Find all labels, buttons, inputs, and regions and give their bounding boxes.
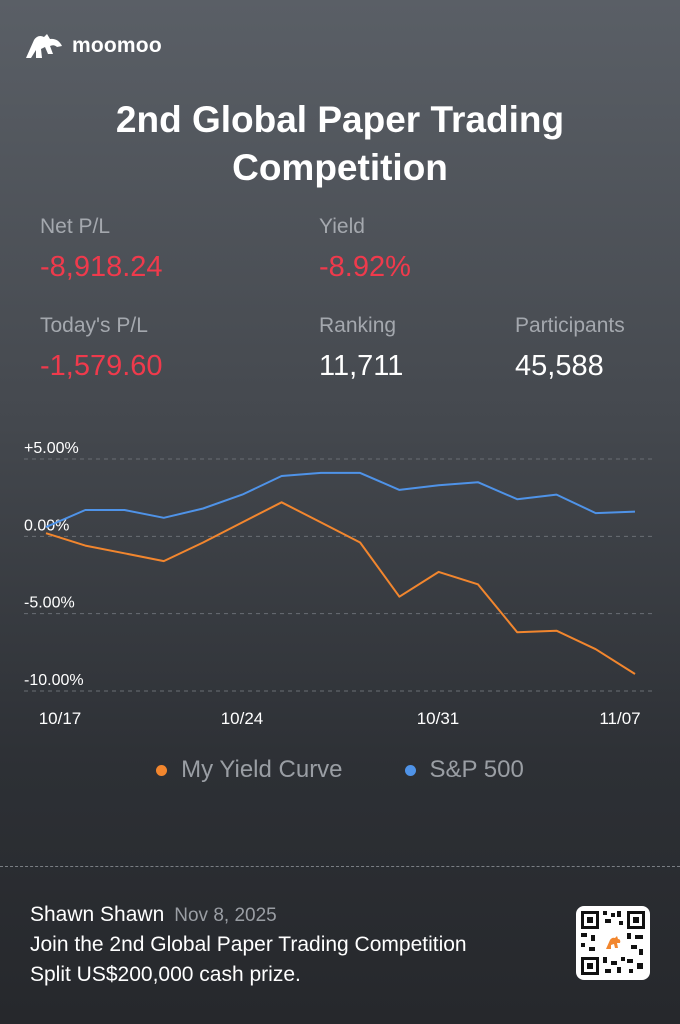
legend-label: S&P 500 bbox=[429, 756, 524, 783]
stat-value: -8,918.24 bbox=[40, 251, 163, 283]
legend-item-my-yield: My Yield Curve bbox=[156, 756, 343, 784]
qr-code-icon bbox=[581, 911, 645, 975]
y-tick-label: -10.00% bbox=[24, 672, 84, 689]
chart-legend: My Yield Curve S&P 500 bbox=[0, 756, 680, 784]
divider bbox=[0, 866, 680, 867]
stat-todays-pl: Today's P/L -1,579.60 bbox=[40, 314, 163, 384]
bull-icon bbox=[26, 34, 62, 58]
stat-label: Ranking bbox=[319, 314, 397, 337]
stat-value: -1,579.60 bbox=[40, 350, 163, 382]
legend-dot bbox=[156, 764, 168, 776]
stat-label: Participants bbox=[515, 314, 625, 337]
series-line bbox=[45, 471, 636, 529]
y-tick-label: +5.00% bbox=[24, 440, 79, 457]
stat-ranking: Ranking 11,711 bbox=[319, 314, 403, 384]
x-tick-label: 10/17 bbox=[39, 709, 82, 728]
qr-code[interactable] bbox=[576, 906, 650, 980]
legend-item-sp500: S&P 500 bbox=[404, 756, 524, 784]
stat-value: -8.92% bbox=[319, 251, 411, 283]
stat-participants: Participants 45,588 bbox=[515, 314, 625, 384]
y-tick-label: -5.00% bbox=[24, 595, 75, 612]
stat-net-pl: Net P/L -8,918.24 bbox=[40, 215, 163, 285]
stat-label: Today's P/L bbox=[40, 314, 148, 337]
stat-yield: Yield -8.92% bbox=[319, 215, 411, 285]
post-date: Nov 8, 2025 bbox=[174, 905, 277, 926]
legend-dot bbox=[404, 764, 416, 776]
stat-value: 11,711 bbox=[319, 350, 404, 382]
x-tick-label: 10/24 bbox=[221, 709, 264, 728]
page-title: 2nd Global Paper Trading Competition bbox=[115, 99, 565, 188]
user-name: Shawn Shawn bbox=[30, 903, 165, 926]
series-line bbox=[45, 501, 636, 675]
x-tick-label: 11/07 bbox=[599, 709, 640, 728]
x-tick-label: 10/31 bbox=[417, 709, 460, 728]
stat-label: Net P/L bbox=[40, 215, 111, 238]
brand-logo: moomoo bbox=[24, 32, 162, 60]
footer-line-1: Join the 2nd Global Paper Trading Compet… bbox=[30, 933, 467, 956]
stat-value: 45,588 bbox=[515, 350, 604, 382]
yield-chart: +5.00%0.00%-5.00%-10.00%10/17 10/24 10/31 1… bbox=[24, 440, 656, 728]
stat-label: Yield bbox=[319, 215, 365, 238]
footer-line-2: Split US$200,000 cash prize. bbox=[30, 963, 301, 986]
brand-name: moomoo bbox=[72, 34, 162, 57]
legend-label: My Yield Curve bbox=[181, 756, 343, 783]
footer-user: Shawn Shawn Nov 8, 2025 bbox=[30, 903, 277, 927]
